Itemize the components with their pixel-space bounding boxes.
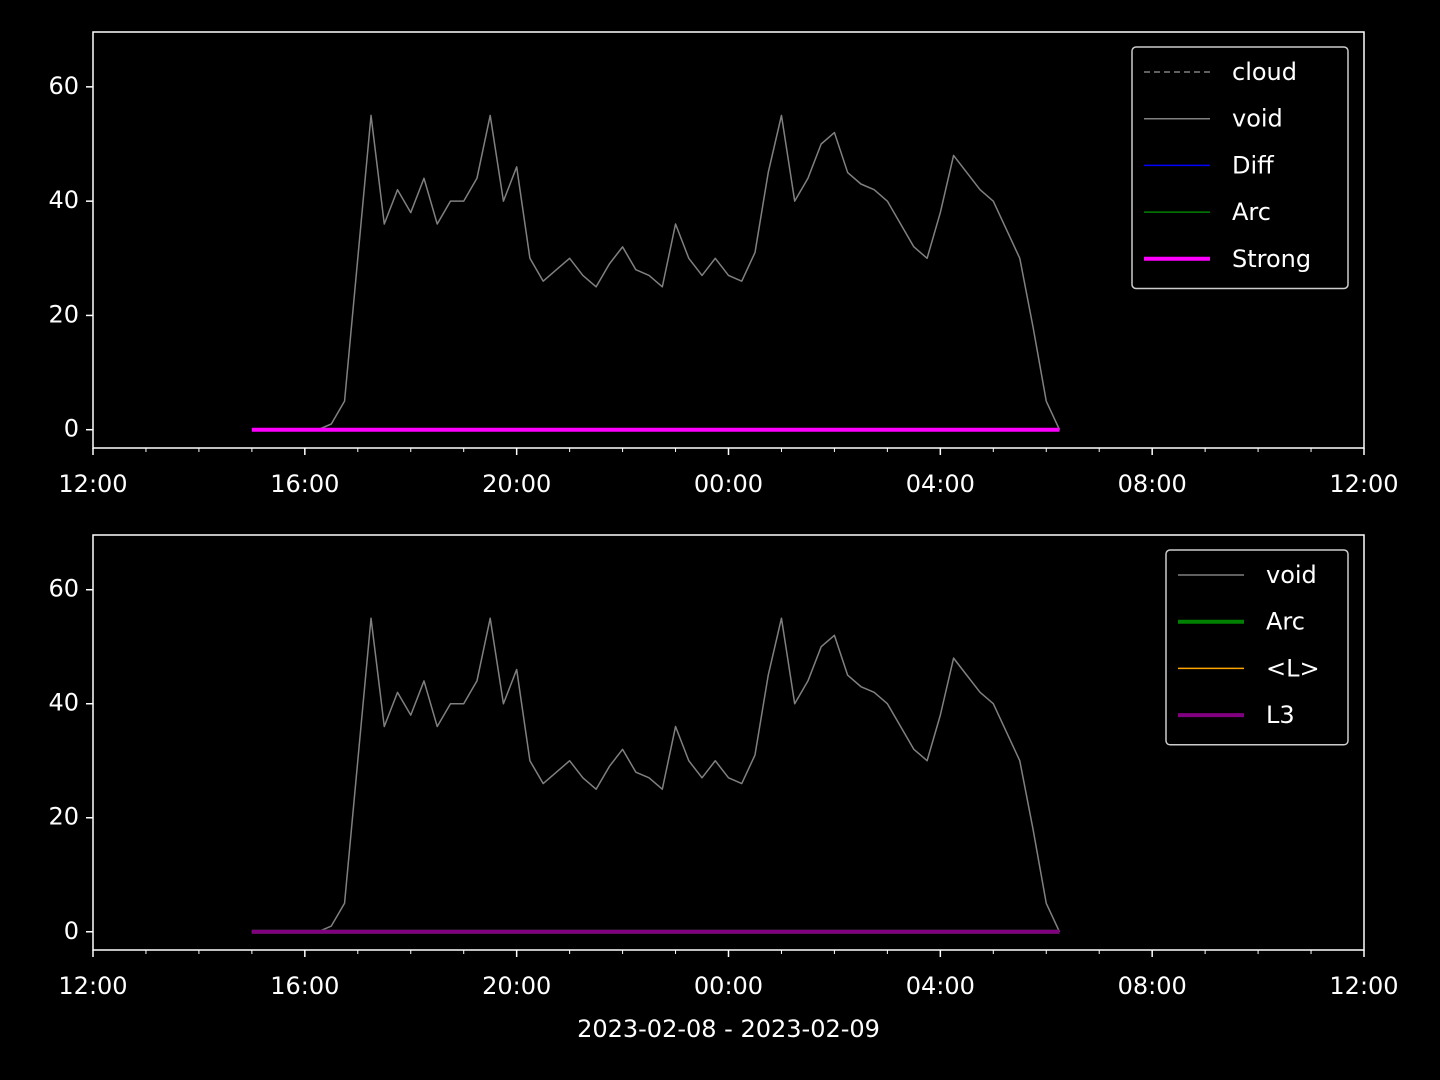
legend-label: void	[1232, 105, 1283, 133]
series-line	[251, 617, 1061, 933]
x-tick-label: 12:00	[58, 972, 127, 1000]
x-tick-label: 00:00	[694, 972, 763, 1000]
legend-label: <L>	[1266, 654, 1320, 682]
y-tick-label: 60	[48, 575, 79, 603]
x-tick-label: 12:00	[1329, 972, 1398, 1000]
y-tick-label: 40	[48, 186, 79, 214]
legend-label: Diff	[1232, 151, 1274, 179]
plot-area	[251, 617, 1061, 934]
x-tick-label: 20:00	[482, 470, 551, 498]
y-tick-label: 40	[48, 689, 79, 717]
x-tick-label: 12:00	[58, 470, 127, 498]
y-tick-label: 20	[48, 300, 79, 328]
legend-label: Strong	[1232, 245, 1311, 273]
x-tick-label: 16:00	[270, 470, 339, 498]
y-tick-label: 0	[64, 917, 79, 945]
y-tick-label: 60	[48, 72, 79, 100]
x-tick-label: 12:00	[1329, 470, 1398, 498]
y-tick-label: 0	[64, 415, 79, 443]
legend-box	[1165, 549, 1349, 746]
x-tick-label: 20:00	[482, 972, 551, 1000]
legend-label: L3	[1266, 701, 1295, 729]
x-tick-label: 00:00	[694, 470, 763, 498]
legend-label: Arc	[1266, 608, 1305, 636]
x-tick-label: 08:00	[1118, 972, 1187, 1000]
axes: 0 20 40 60 12:00 16:00 20:00 00:00 04:00 08:00 12:…	[48, 534, 1399, 1043]
x-axis-label: 2023-02-08 - 2023-02-09	[577, 1015, 880, 1043]
y-tick-label: 20	[48, 803, 79, 831]
plot-area	[251, 114, 1061, 432]
x-tick-label: 08:00	[1118, 470, 1187, 498]
x-tick-label: 04:00	[906, 972, 975, 1000]
x-tick-label: 04:00	[906, 470, 975, 498]
legend-label: Arc	[1232, 198, 1271, 226]
legend-label: void	[1266, 561, 1317, 589]
axes: 0 20 40 60 12:00 16:00 20:00 00:00 04:00 08:00 12:…	[48, 31, 1399, 498]
series-line	[251, 114, 1061, 431]
legend-label: cloud	[1232, 58, 1297, 86]
x-tick-label: 16:00	[270, 972, 339, 1000]
legend-box	[1131, 46, 1349, 290]
